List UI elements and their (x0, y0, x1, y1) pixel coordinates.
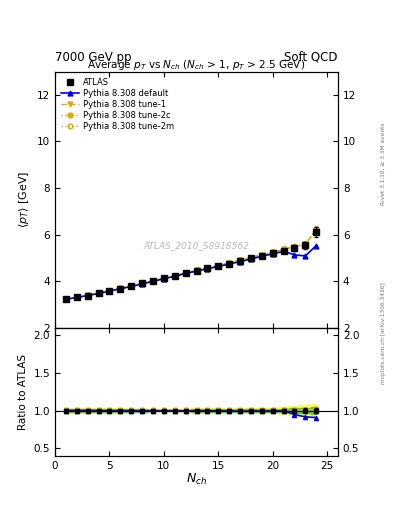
Text: 7000 GeV pp: 7000 GeV pp (55, 51, 132, 64)
Text: Rivet 3.1.10, ≥ 3.3M events: Rivet 3.1.10, ≥ 3.3M events (381, 122, 386, 205)
Legend: ATLAS, Pythia 8.308 default, Pythia 8.308 tune-1, Pythia 8.308 tune-2c, Pythia 8: ATLAS, Pythia 8.308 default, Pythia 8.30… (57, 74, 177, 134)
Text: Soft QCD: Soft QCD (285, 51, 338, 64)
Y-axis label: Ratio to ATLAS: Ratio to ATLAS (18, 354, 28, 430)
Y-axis label: $\langle p_T \rangle$ [GeV]: $\langle p_T \rangle$ [GeV] (17, 171, 31, 228)
Text: ATLAS_2010_S8918562: ATLAS_2010_S8918562 (143, 241, 250, 250)
Text: mcplots.cern.ch [arXiv:1306.3436]: mcplots.cern.ch [arXiv:1306.3436] (381, 282, 386, 383)
X-axis label: $N_{ch}$: $N_{ch}$ (186, 472, 207, 487)
Title: Average $p_T$ vs $N_{ch}$ ($N_{ch}$ > 1, $p_T$ > 2.5 GeV): Average $p_T$ vs $N_{ch}$ ($N_{ch}$ > 1,… (87, 57, 306, 72)
